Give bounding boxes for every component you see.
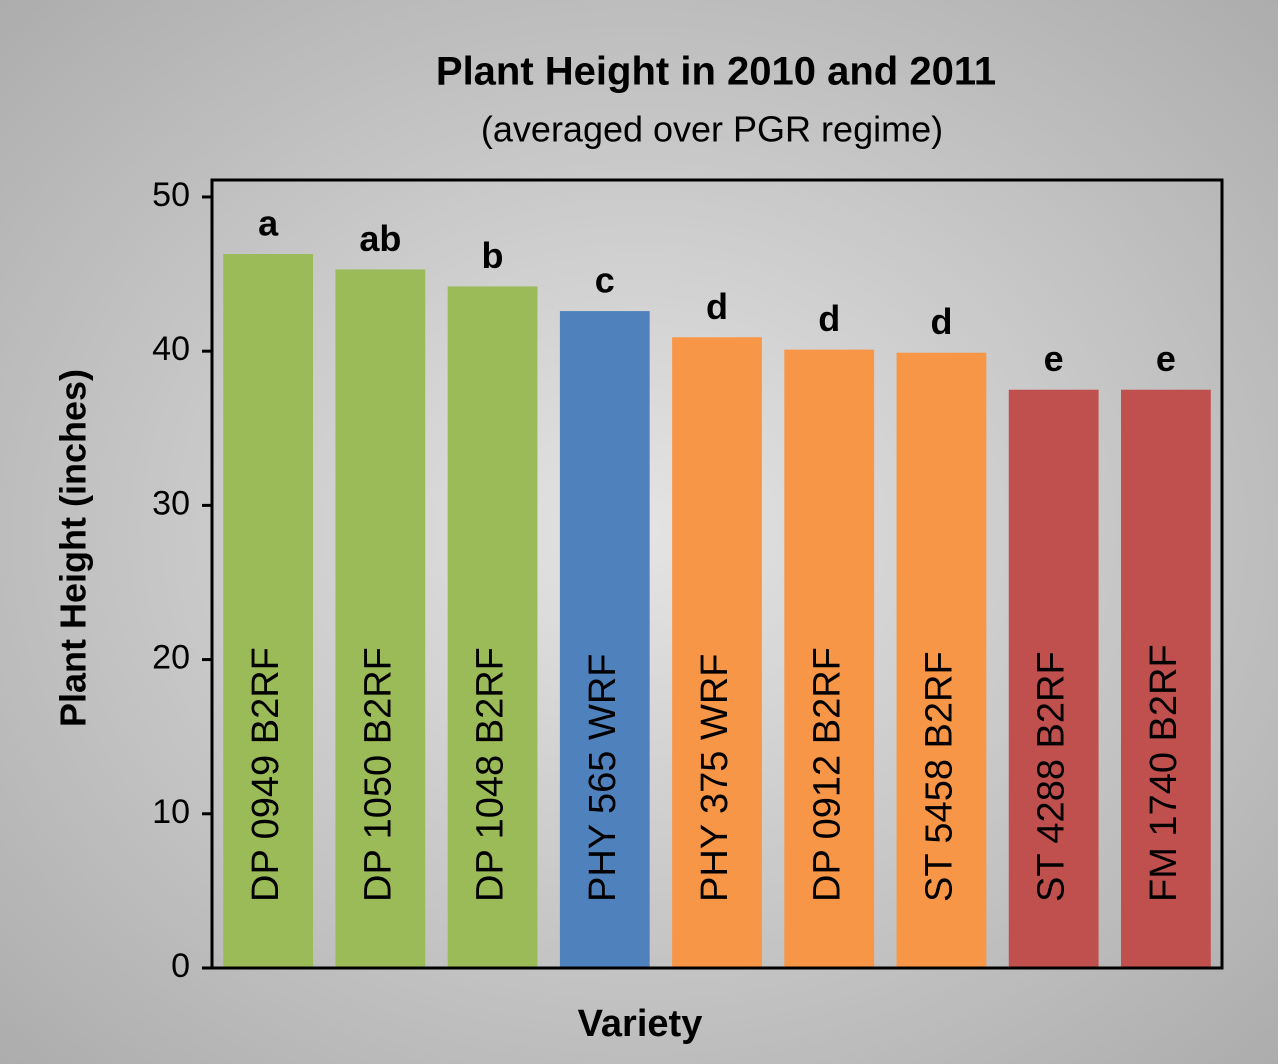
bar — [447, 286, 538, 968]
bar — [1008, 389, 1099, 968]
category-label: DP 1050 B2RF — [357, 647, 399, 902]
bar — [784, 349, 875, 968]
category-label: DP 1048 B2RF — [470, 647, 512, 902]
bar — [896, 352, 987, 968]
category-label: DP 0912 B2RF — [806, 647, 848, 902]
significance-letter: a — [258, 203, 279, 244]
significance-letter: b — [482, 235, 504, 276]
bar — [559, 311, 650, 969]
y-tick-label: 40 — [152, 330, 190, 368]
significance-letter: e — [1044, 338, 1064, 379]
y-tick-label: 10 — [152, 793, 190, 831]
significance-letter: c — [595, 260, 615, 301]
significance-letter: d — [818, 298, 840, 339]
category-label: ST 5458 B2RF — [918, 651, 960, 902]
chart-subtitle: (averaged over PGR regime) — [481, 109, 943, 150]
y-tick-label: 0 — [171, 947, 190, 985]
bar — [335, 269, 426, 968]
y-axis-label: Plant Height (inches) — [53, 369, 94, 727]
y-tick-label: 50 — [152, 176, 190, 214]
category-label: PHY 565 WRF — [582, 654, 624, 902]
category-label: ST 4288 B2RF — [1031, 651, 1073, 902]
chart-title: Plant Height in 2010 and 2011 — [436, 50, 996, 94]
significance-letter: d — [706, 286, 728, 327]
category-label: PHY 375 WRF — [694, 654, 736, 902]
y-tick-label: 20 — [152, 639, 190, 677]
category-label: FM 1740 B2RF — [1143, 644, 1185, 902]
y-tick-label: 30 — [152, 484, 190, 522]
bar — [223, 254, 313, 968]
bar — [672, 337, 762, 968]
category-label: DP 0949 B2RF — [245, 647, 287, 902]
significance-letter: e — [1156, 338, 1176, 379]
x-axis-label: Variety — [578, 1003, 703, 1045]
bar — [1121, 389, 1211, 968]
significance-letter: ab — [359, 218, 401, 259]
significance-letter: d — [930, 301, 952, 342]
